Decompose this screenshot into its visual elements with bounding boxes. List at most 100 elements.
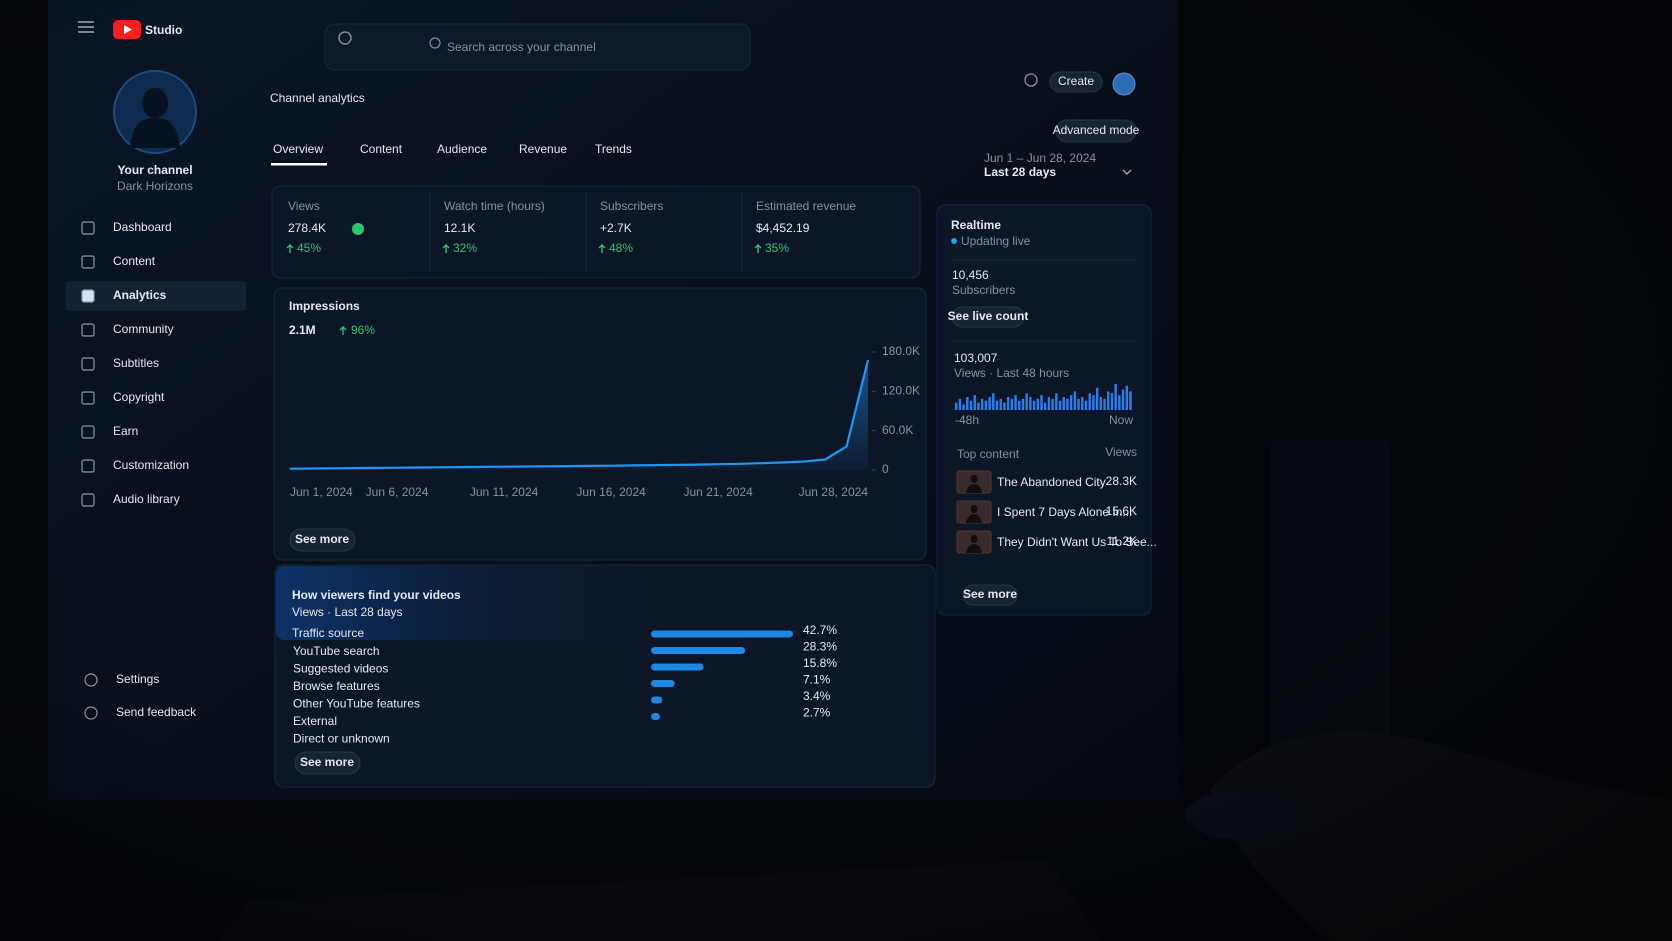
logo-text: Studio	[145, 23, 182, 37]
y-tick-label: 180.0K	[882, 344, 920, 358]
period-select[interactable]: Last 28 days	[984, 165, 1056, 179]
y-tick-label: 120.0K	[882, 384, 920, 398]
bar	[1088, 393, 1091, 410]
nav-item[interactable]: Dashboard	[113, 220, 172, 234]
metric-value: 12.1K	[444, 221, 475, 235]
chart-title: Impressions	[289, 299, 360, 313]
speaker	[1270, 440, 1390, 770]
bar	[1129, 391, 1132, 410]
metric-value: +2.7K	[600, 221, 632, 235]
nav-item[interactable]: Customization	[113, 458, 189, 472]
live-dot	[951, 238, 957, 244]
bar	[1103, 398, 1106, 410]
live-count-label[interactable]: See live count	[948, 309, 1029, 323]
date-range: Jun 1 – Jun 28, 2024	[984, 151, 1096, 165]
x-tick-label: -48h	[955, 413, 979, 427]
x-tick-label: Jun 6, 2024	[366, 485, 429, 499]
metric-change: 35%	[765, 241, 789, 255]
bar	[977, 402, 980, 410]
live-status: Updating live	[961, 234, 1031, 248]
bar	[1044, 402, 1047, 410]
nav-item[interactable]: Audio library	[113, 492, 180, 506]
value-label: 2.7%	[803, 706, 831, 720]
footer-item[interactable]: Send feedback	[116, 705, 197, 719]
x-tick-label: Jun 28, 2024	[799, 485, 869, 499]
column-label: Traffic source	[292, 626, 364, 640]
tab[interactable]: Content	[360, 142, 403, 156]
tab[interactable]: Audience	[437, 142, 487, 156]
bar	[992, 393, 995, 410]
category-label: External	[293, 714, 337, 728]
nav-item[interactable]: Earn	[113, 424, 138, 438]
chart-title: How viewers find your videos	[292, 588, 461, 602]
nav-item[interactable]: Community	[113, 322, 174, 336]
bar	[1058, 400, 1062, 410]
y-tick-label: 60.0K	[882, 423, 913, 437]
category-label: YouTube search	[293, 644, 380, 658]
bar	[1010, 398, 1014, 410]
tab[interactable]: Trends	[595, 142, 632, 156]
see-more-label[interactable]: See more	[963, 587, 1017, 601]
views-count: 103,007	[954, 351, 998, 365]
content-title[interactable]: The Abandoned City	[997, 475, 1106, 489]
bar	[1125, 385, 1128, 410]
metric-change: 45%	[297, 241, 321, 255]
bar	[1003, 402, 1006, 410]
x-tick-label: Jun 21, 2024	[683, 485, 753, 499]
metric-label: Estimated revenue	[756, 199, 856, 213]
subscriber-label: Subscribers	[952, 283, 1015, 297]
bar	[651, 680, 675, 687]
nav-item[interactable]: Content	[113, 254, 156, 268]
value-label: 7.1%	[803, 673, 831, 687]
subscriber-count: 10,456	[952, 268, 989, 282]
bar	[1040, 395, 1043, 410]
category-label: Direct or unknown	[293, 732, 390, 746]
bar	[651, 630, 793, 638]
bar	[1069, 395, 1073, 410]
bar	[980, 398, 984, 410]
tab[interactable]: Overview	[273, 142, 323, 156]
bar	[651, 713, 660, 720]
footer-item[interactable]: Settings	[116, 672, 159, 686]
category-label: Other YouTube features	[293, 697, 420, 711]
value-label: 28.3%	[803, 640, 837, 654]
bar	[1084, 400, 1088, 410]
bar	[1036, 398, 1039, 410]
bar	[1021, 398, 1025, 410]
channel-name: Dark Horizons	[117, 179, 193, 193]
metric-change: 32%	[453, 241, 477, 255]
bar	[1092, 395, 1095, 410]
see-more-label[interactable]: See more	[300, 755, 354, 769]
bar	[1055, 393, 1058, 410]
bar	[999, 398, 1002, 410]
metric-value: $4,452.19	[756, 221, 810, 235]
nav-item[interactable]: Analytics	[113, 288, 167, 302]
bar	[1014, 395, 1017, 410]
see-more-label[interactable]: See more	[295, 532, 349, 546]
bar	[973, 395, 976, 410]
nav-item[interactable]: Copyright	[113, 390, 165, 404]
value-label: 42.7%	[803, 623, 837, 637]
bar	[984, 400, 988, 410]
bar	[955, 402, 958, 410]
bar	[962, 404, 965, 410]
content-views: 11.2K	[1107, 534, 1137, 548]
bar	[995, 400, 999, 410]
chart-subtitle: Views · Last 28 days	[292, 605, 403, 619]
realtime-title: Realtime	[951, 218, 1001, 232]
metric-label: Views	[288, 199, 320, 213]
bar	[1025, 393, 1028, 410]
nav-item[interactable]: Subtitles	[113, 356, 159, 370]
bar	[1006, 397, 1010, 410]
y-tick-label: 0	[882, 462, 889, 476]
account-avatar[interactable]	[1112, 72, 1136, 96]
bar	[651, 696, 663, 704]
x-tick-label: Jun 1, 2024	[290, 485, 353, 499]
x-tick-label: Jun 16, 2024	[576, 485, 646, 499]
bar	[1121, 389, 1125, 410]
tab[interactable]: Revenue	[519, 142, 567, 156]
bar	[1051, 398, 1054, 410]
category-label: Suggested videos	[293, 662, 388, 676]
